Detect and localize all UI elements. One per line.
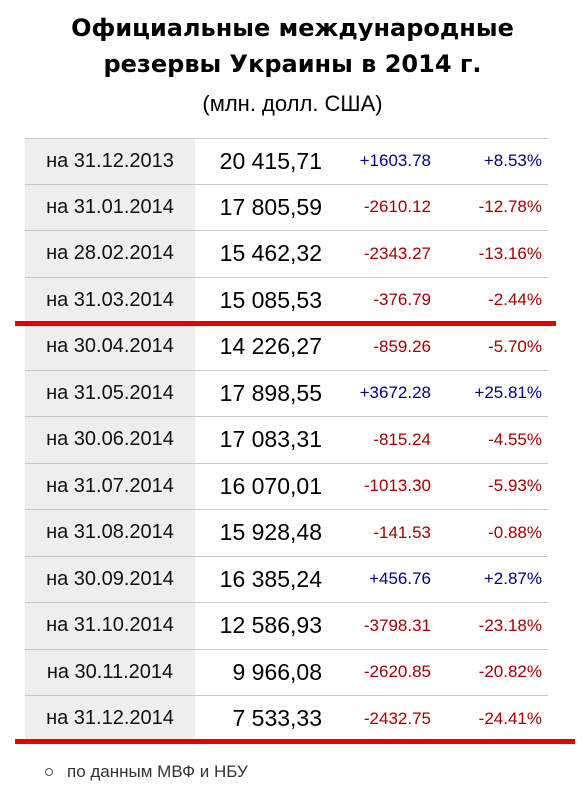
reserves-value-cell: 15 085,53 (219, 286, 322, 313)
date-cell: на 31.10.2014 (25, 603, 195, 649)
change-cell: -2343.27 (363, 243, 431, 263)
table-row: на 31.03.2014 15 085,53 -376.79 -2.44% (25, 277, 548, 324)
date-cell: на 31.01.2014 (25, 184, 195, 230)
page-title: Официальные международные резервы Украин… (0, 10, 585, 82)
change-cell: -859.26 (373, 336, 431, 356)
reserves-value-cell: 17 083,31 (219, 426, 322, 453)
date-cell: на 31.12.2014 (25, 696, 195, 742)
change-percent-cell: -0.88% (488, 522, 542, 542)
table-row: на 31.05.2014 17 898,55 +3672.28 +25.81% (25, 370, 548, 417)
reserves-value-cell: 17 898,55 (219, 379, 322, 406)
date-cell: на 30.11.2014 (25, 649, 195, 695)
change-percent-cell: -24.41% (478, 708, 542, 728)
table-row: на 28.02.2014 15 462,32 -2343.27 -13.16% (25, 231, 548, 278)
table-row: на 31.08.2014 15 928,48 -141.53 -0.88% (25, 510, 548, 557)
title-line-2: резервы Украины в 2014 г. (103, 50, 482, 78)
date-cell: на 31.08.2014 (25, 510, 195, 556)
source-note: по данным МВФ и НБУ (45, 762, 248, 782)
table-row: на 30.04.2014 14 226,27 -859.26 -5.70% (25, 324, 548, 371)
reserves-value-cell: 16 070,01 (219, 472, 322, 499)
date-cell: на 30.04.2014 (25, 324, 195, 370)
table-row: на 31.01.2014 17 805,59 -2610.12 -12.78% (25, 184, 548, 231)
change-percent-cell: -20.82% (478, 662, 542, 682)
change-cell: -2610.12 (363, 197, 431, 217)
change-percent-cell: -12.78% (478, 197, 542, 217)
date-cell: на 30.09.2014 (25, 556, 195, 602)
change-percent-cell: +2.87% (483, 569, 542, 589)
table-row: на 31.10.2014 12 586,93 -3798.31 -23.18% (25, 603, 548, 650)
reserves-value-cell: 12 586,93 (219, 612, 322, 639)
reserves-value-cell: 17 805,59 (219, 193, 322, 220)
reserves-value-cell: 15 928,48 (219, 519, 322, 546)
reserves-value-cell: 9 966,08 (232, 658, 322, 685)
date-cell: на 31.07.2014 (25, 463, 195, 509)
change-cell: +456.76 (369, 569, 431, 589)
reserves-value-cell: 16 385,24 (219, 565, 322, 592)
reserves-value-cell: 14 226,27 (219, 333, 322, 360)
change-percent-cell: -13.16% (478, 243, 542, 263)
change-cell: -376.79 (373, 290, 431, 310)
date-cell: на 31.05.2014 (25, 370, 195, 416)
table-row: на 30.09.2014 16 385,24 +456.76 +2.87% (25, 556, 548, 603)
reserves-value-cell: 15 462,32 (219, 240, 322, 267)
change-cell: -1013.30 (363, 476, 431, 496)
change-cell: -2620.85 (363, 662, 431, 682)
change-percent-cell: -4.55% (488, 429, 542, 449)
date-cell: на 31.12.2013 (25, 139, 195, 184)
page-subtitle: (млн. долл. США) (202, 91, 383, 116)
table-row: на 31.12.2013 20 415,71 +1603.78 +8.53% (25, 138, 548, 185)
change-cell: -3798.31 (363, 615, 431, 635)
change-cell: -141.53 (373, 522, 431, 542)
change-cell: -815.24 (373, 429, 431, 449)
date-cell: на 31.03.2014 (25, 277, 195, 323)
reserves-value-cell: 7 533,33 (232, 705, 322, 732)
change-percent-cell: -23.18% (478, 615, 542, 635)
change-percent-cell: +25.81% (474, 383, 542, 403)
change-percent-cell: +8.53% (483, 151, 542, 171)
change-percent-cell: -2.44% (488, 290, 542, 310)
bullet-icon (45, 768, 53, 776)
title-line-1: Официальные международные (71, 14, 514, 42)
table-row: на 31.12.2014 7 533,33 -2432.75 -24.41% (25, 696, 548, 743)
date-cell: на 28.02.2014 (25, 231, 195, 277)
date-cell: на 30.06.2014 (25, 417, 195, 463)
change-cell: +1603.78 (359, 151, 431, 171)
change-cell: +3672.28 (359, 383, 431, 403)
table-row: на 30.11.2014 9 966,08 -2620.85 -20.82% (25, 649, 548, 696)
reserves-table: на 31.12.2013 20 415,71 +1603.78 +8.53% на 3… (25, 138, 548, 743)
change-percent-cell: -5.93% (488, 476, 542, 496)
reserves-value-cell: 20 415,71 (219, 147, 322, 174)
source-note-text: по данным МВФ и НБУ (67, 762, 248, 781)
table-row: на 30.06.2014 17 083,31 -815.24 -4.55% (25, 417, 548, 464)
change-percent-cell: -5.70% (488, 336, 542, 356)
table-row: на 31.07.2014 16 070,01 -1013.30 -5.93% (25, 463, 548, 510)
quarter-separator-line (15, 321, 556, 326)
change-cell: -2432.75 (363, 708, 431, 728)
year-end-separator-line (15, 739, 575, 744)
